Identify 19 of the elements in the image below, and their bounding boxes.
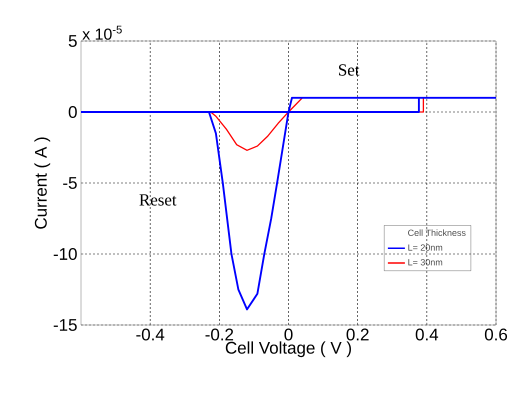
x-tick-label: 0.2 <box>346 328 369 341</box>
y-axis-title: Current ( A ) <box>34 137 50 229</box>
legend-label: L= 30nm <box>408 259 442 266</box>
y-tick-label: -10 <box>54 248 77 260</box>
y-tick-label: -15 <box>54 319 77 331</box>
y-tick-label: 5 <box>68 35 77 47</box>
text: x 10$^{-5}$ <box>82 26 122 40</box>
x-tick-label: 0.4 <box>416 328 438 341</box>
x-tick-label: 0 <box>284 328 293 341</box>
y-tick-label: -5 <box>63 177 77 189</box>
x-tick-label: -0.2 <box>205 328 234 341</box>
x-tick-label: 0.6 <box>484 328 508 341</box>
legend-title: Cell Thickness <box>408 229 466 236</box>
x-axis-title: Cell Voltage ( V ) <box>226 341 351 358</box>
x-tick-label: -0.4 <box>136 328 164 341</box>
annotation: Set <box>339 64 360 76</box>
legend-label: L= 20nm <box>408 244 442 251</box>
annotation: Reset <box>139 194 176 206</box>
y-tick-label: 0 <box>68 106 77 118</box>
